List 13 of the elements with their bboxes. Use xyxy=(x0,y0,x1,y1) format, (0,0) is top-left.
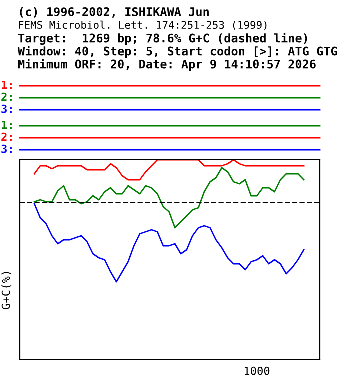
text: 1: xyxy=(2,80,12,90)
text: 3: xyxy=(2,104,12,114)
y-axis-title: G+C(%) xyxy=(2,272,12,310)
text: 3: xyxy=(2,144,12,154)
text: 1: xyxy=(2,120,12,130)
text: 1000 xyxy=(244,366,270,376)
text: 2: xyxy=(2,132,12,142)
chart-subtitle: FEMS Microbiol. Lett. 174:251-253 (1999) xyxy=(19,20,267,30)
chart-title: (c) 1996-2002, ISHIKAWA Jun xyxy=(20,7,209,18)
text: Minimum ORF: 20, Date: Apr 9 14:10:57 2026 xyxy=(18,58,316,72)
text: Target: 1269 bp; 78.6% G+C (dashed line) xyxy=(18,32,308,46)
text: Window: 40, Step: 5, Start codon [>]: ATG GTG xyxy=(18,46,338,58)
text: 2: xyxy=(2,92,12,102)
